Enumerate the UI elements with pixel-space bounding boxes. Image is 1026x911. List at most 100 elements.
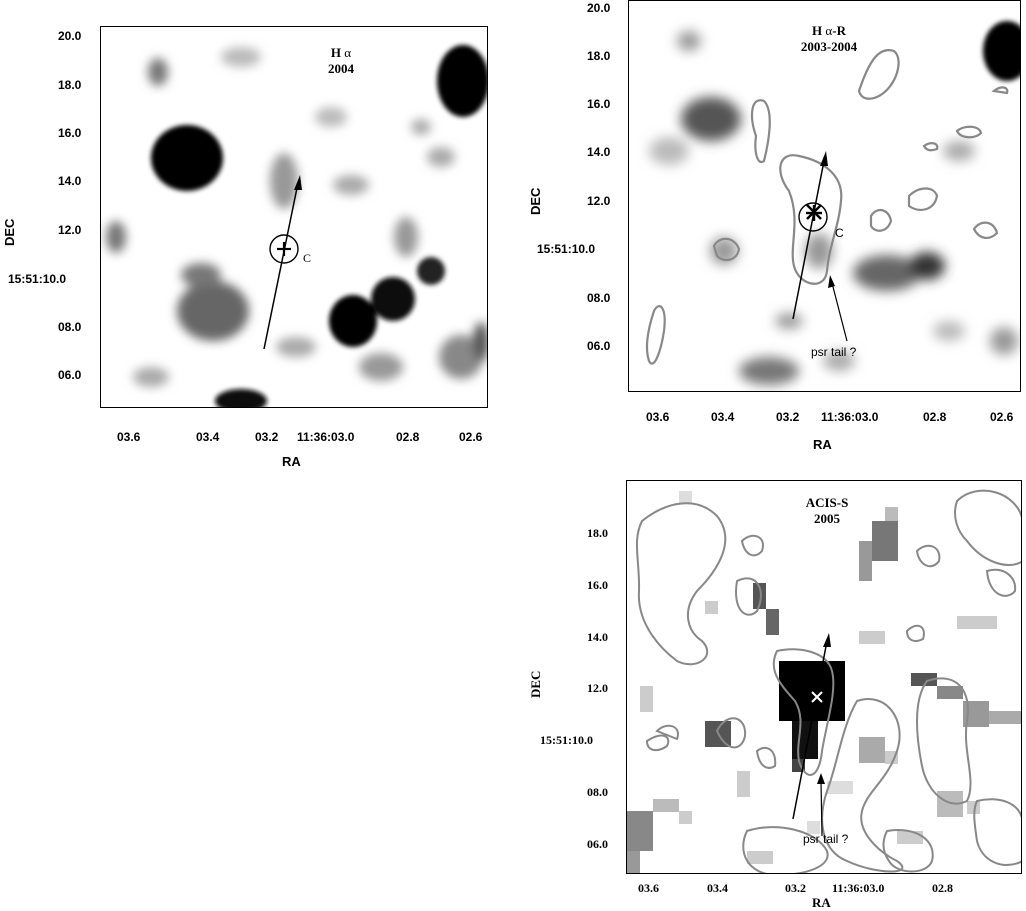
x-axis-label: RA [813,437,832,452]
emission-patch [805,233,833,269]
x-axis-label: RA [282,454,301,469]
contour [645,734,670,752]
contour [915,544,941,568]
xtick: 11:36:03.0 [297,430,355,444]
emission-patch [933,321,965,341]
diff-map [645,21,1020,385]
contour [655,724,679,741]
tail-arrow [831,282,848,342]
ytick: 18.0 [58,78,82,92]
emission-patch [943,141,975,161]
counts-pixel [779,661,845,721]
counts-pixel [859,737,885,763]
counts-pixel [705,601,718,614]
emission-patch [106,221,126,253]
ytick: 18.0 [587,49,611,63]
xtick: 03.4 [707,881,728,895]
contour [821,698,904,873]
ytick: 20.0 [58,29,82,43]
ytick: 15:51:10.0 [537,242,596,256]
tail-arrow [820,780,823,837]
contour [954,489,1021,566]
emission-patch [823,351,855,371]
emission-patch [359,353,403,381]
ytick: 15:51:10.0 [540,733,593,747]
halpha-map [106,45,487,407]
psr-tail-label: psr tail ? [811,345,857,359]
emission-patch [710,237,738,265]
proper-motion-arrow [263,182,299,350]
ytick: 08.0 [587,785,608,799]
arrowhead [828,275,835,288]
counts-pixel [859,541,872,581]
counts-pixel [737,771,750,797]
halpha-image: H α 2004 C [100,26,488,408]
counts-pixel [885,751,898,764]
emission-patch [739,357,799,385]
ytick: 06.0 [58,368,82,382]
emission-blob [329,295,377,347]
emission-blob [437,45,487,117]
ytick: 08.0 [58,320,82,334]
proper-motion-arrow [792,160,825,320]
contour [715,717,747,749]
psr-tail-label: psr tail ? [803,832,849,846]
emission-patch [270,153,298,209]
emission-patch [853,255,921,291]
ytick: 08.0 [587,291,611,305]
y-axis-label: DEC [528,187,543,215]
xtick: 03.2 [785,881,806,895]
halpha-title: H α 2004 [328,45,354,76]
counts-pixel [766,609,779,635]
xtick: 03.6 [638,881,659,895]
ytick: 14.0 [587,145,611,159]
emission-patch [427,147,455,167]
y-axis-label: DEC [528,670,543,698]
counts-pixel [807,821,820,834]
emission-blob [417,257,445,285]
counts-pixel [957,616,997,629]
contour [973,798,1021,866]
counts-pixel [653,799,679,812]
ytick: 12.0 [587,194,611,208]
y-axis-label: DEC [2,218,17,246]
emission-patch [394,217,418,257]
diff-title: H α-R 2003-2004 [800,23,858,54]
xtick: 11:36:03.0 [832,881,885,895]
arrowhead [820,151,828,166]
source-label-c: C [835,226,844,240]
emission-patch [133,367,169,387]
contour [779,154,843,285]
contour [955,125,983,139]
emission-patch [333,175,369,195]
emission-patch [221,47,261,67]
ytick: 06.0 [587,339,611,353]
emission-blob [151,125,223,191]
error-circle [269,234,299,264]
contour [985,568,1017,597]
contour [922,142,939,152]
acis-image: ACIS-S 2005 psr tail ? [626,480,1022,874]
emission-blob [983,21,1020,81]
ytick: 14.0 [587,630,608,644]
contour [712,237,741,262]
contour [645,305,666,365]
counts-pixel [627,811,653,851]
counts-pixel [897,831,923,844]
counts-pixel [640,686,653,712]
emission-patch [181,263,221,287]
source-label-c: C [303,251,312,265]
error-circle [798,202,828,232]
contour [882,829,934,873]
counts-pixel [911,673,937,686]
ytick: 14.0 [58,174,82,188]
counts-pixel [627,851,640,873]
counts-pixel [753,583,766,609]
emission-patch [315,107,347,127]
ytick: 16.0 [58,126,82,140]
counts-pixel [989,711,1021,724]
emission-patch [649,137,689,165]
contour [991,86,1009,95]
counts-pixel [937,686,963,699]
counts-pixel [872,521,898,561]
